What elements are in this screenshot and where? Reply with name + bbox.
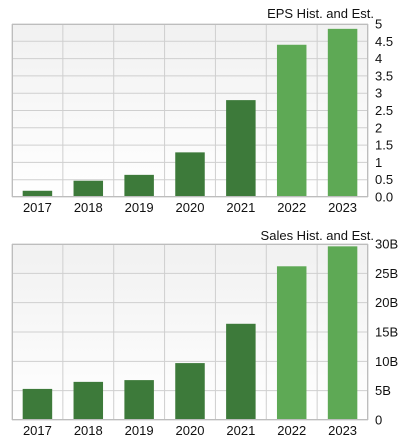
sales-plot-border xyxy=(12,244,368,420)
eps-xtick-label: 2022 xyxy=(277,200,306,215)
eps-bar-2021 xyxy=(226,100,256,197)
eps-ytick-label: 1 xyxy=(375,155,382,170)
eps-ytick-label: 5 xyxy=(375,17,382,32)
eps-xtick-label: 2023 xyxy=(328,200,357,215)
sales-xtick-label: 2018 xyxy=(74,423,103,438)
sales-xtick-label: 2022 xyxy=(277,423,306,438)
sales-chart-title: Sales Hist. and Est. xyxy=(260,228,374,243)
eps-ytick-label: 2 xyxy=(375,120,382,135)
eps-ytick-label: 3.5 xyxy=(375,68,393,83)
sales-ytick-label: 30B xyxy=(375,237,398,252)
sales-ytick-label: 10B xyxy=(375,354,398,369)
sales-bar-2023 xyxy=(327,246,358,420)
eps-plot-border xyxy=(12,24,368,197)
eps-ytick-label: 2.5 xyxy=(375,103,393,118)
sales-bar-2018 xyxy=(73,381,104,420)
sales-ytick-label: 20B xyxy=(375,295,398,310)
eps-bar-2017 xyxy=(22,190,53,197)
sales-bar-2022 xyxy=(276,266,307,420)
sales-ytick-label: 0 xyxy=(375,413,382,428)
eps-ytick-label: 0.0 xyxy=(375,190,393,205)
eps-ytick-label: 1.5 xyxy=(375,138,393,153)
eps-xtick-label: 2019 xyxy=(125,200,154,215)
eps-bar-2020 xyxy=(175,152,205,197)
eps-ytick-label: 4 xyxy=(375,51,382,66)
eps-chart-panel: EPS Hist. and Est. 0.0 0.5 1 1.5 2 2.5 3 3.5 4 4.… xyxy=(11,6,393,215)
sales-xtick-label: 2021 xyxy=(226,423,255,438)
eps-bar-2022 xyxy=(276,44,307,198)
sales-xtick-label: 2019 xyxy=(125,423,154,438)
sales-chart-panel: Sales Hist. and Est. 0 5B 10B 15B 20B 25B 30B 2… xyxy=(0,220,412,439)
sales-ytick-label: 5B xyxy=(375,383,391,398)
sales-chart-svg: 0 5B 10B 15B 20B 25B 30B 2017 2018 2019 2020 2021 20… xyxy=(11,237,398,438)
eps-xtick-label: 2018 xyxy=(74,200,103,215)
sales-ytick-label: 15B xyxy=(375,325,398,340)
eps-ytick-label: 3 xyxy=(375,86,382,101)
sales-xtick-label: 2017 xyxy=(23,423,52,438)
eps-chart-title: EPS Hist. and Est. xyxy=(267,6,374,21)
eps-xtick-label: 2021 xyxy=(226,200,255,215)
eps-ytick-label: 4.5 xyxy=(375,34,393,49)
sales-xtick-label: 2020 xyxy=(176,423,205,438)
eps-bar-2018 xyxy=(73,180,104,197)
sales-xtick-label: 2023 xyxy=(328,423,357,438)
sales-bar-2017 xyxy=(22,388,53,420)
eps-bar-2019 xyxy=(124,174,154,197)
sales-ytick-label: 25B xyxy=(375,266,398,281)
eps-ytick-label: 0.5 xyxy=(375,172,393,187)
sales-bar-2020 xyxy=(175,363,205,420)
eps-chart-svg: 0.0 0.5 1 1.5 2 2.5 3 3.5 4 4.5 5 2017 2018 2019 2020 2… xyxy=(11,17,393,215)
sales-bar-2019 xyxy=(124,380,154,420)
eps-bar-2023 xyxy=(327,28,358,198)
eps-xtick-label: 2020 xyxy=(176,200,205,215)
sales-bar-2021 xyxy=(226,323,256,420)
eps-xtick-label: 2017 xyxy=(23,200,52,215)
